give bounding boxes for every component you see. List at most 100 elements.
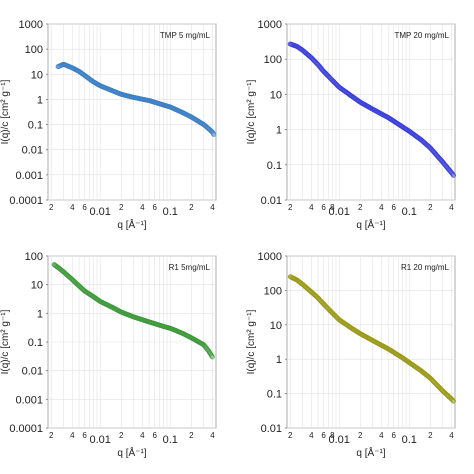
x-axis-label: q [Å⁻¹] xyxy=(356,446,385,459)
x-axis-label: q [Å⁻¹] xyxy=(117,218,146,231)
data-series xyxy=(287,41,457,178)
y-tick-label: 10 xyxy=(270,89,282,101)
data-point xyxy=(211,132,217,138)
x-tick-label: 0.1 xyxy=(163,434,178,446)
y-axis-label: I(q)/c [cm² g⁻¹] xyxy=(0,309,11,374)
x-tick-label: 6 xyxy=(82,431,87,440)
y-tick-label: 0.001 xyxy=(15,394,43,406)
y-tick-label: 10 xyxy=(31,69,43,81)
x-tick-label: 0.1 xyxy=(402,434,417,446)
y-axis-label: I(q)/c [cm² g⁻¹] xyxy=(246,309,257,374)
x-tick-label: 8 xyxy=(330,431,335,440)
x-tick-label: 0.01 xyxy=(328,206,349,218)
x-tick-label: 6 xyxy=(152,203,157,212)
x-tick-label: 0.01 xyxy=(89,434,110,446)
y-tick-label: 10 xyxy=(270,320,282,332)
y-axis-label: I(q)/c [cm² g⁻¹] xyxy=(246,79,257,144)
data-point xyxy=(450,398,456,404)
x-tick-label: 2 xyxy=(49,431,54,440)
y-tick-label: 100 xyxy=(25,44,43,56)
y-tick-label: 1000 xyxy=(19,19,43,31)
x-tick-label: 4 xyxy=(449,203,454,212)
y-tick-label: 0.1 xyxy=(267,389,282,401)
y-tick-label: 0.1 xyxy=(267,160,282,172)
x-tick-label: 2 xyxy=(49,203,54,212)
x-tick-label: 6 xyxy=(391,203,396,212)
data-point xyxy=(210,131,216,137)
x-tick-label: 2 xyxy=(288,431,293,440)
x-tick-label: 2 xyxy=(189,431,194,440)
x-tick-label: 2 xyxy=(189,203,194,212)
x-tick-label: 4 xyxy=(210,431,215,440)
y-tick-label: 1 xyxy=(37,308,43,320)
y-tick-label: 0.01 xyxy=(22,145,43,157)
data-series xyxy=(55,61,217,138)
legend-label: TMP 5 mg/mL xyxy=(160,31,211,40)
x-tick-label: 6 xyxy=(82,203,87,212)
legend-label: R1 5mg/mL xyxy=(169,263,211,272)
x-tick-label: 6 xyxy=(152,431,157,440)
data-point xyxy=(451,172,457,178)
data-point xyxy=(209,354,215,360)
y-tick-label: 1 xyxy=(276,125,282,137)
x-tick-label: 4 xyxy=(449,431,454,440)
data-series xyxy=(287,274,457,404)
x-tick-label: 0.01 xyxy=(89,206,110,218)
plot-frame xyxy=(286,23,456,201)
y-axis-label: I(q)/c [cm² g⁻¹] xyxy=(0,79,11,144)
x-tick-label: 4 xyxy=(309,431,314,440)
y-tick-label: 0.0001 xyxy=(9,423,43,435)
x-tick-label: 2 xyxy=(428,203,433,212)
x-tick-label: 4 xyxy=(379,431,384,440)
legend-label: TMP 20 mg/mL xyxy=(394,31,449,40)
y-tick-label: 0.01 xyxy=(261,423,282,435)
data-point xyxy=(449,397,455,402)
x-tick-label: 4 xyxy=(140,203,145,212)
x-tick-label: 2 xyxy=(288,203,293,212)
x-tick-label: 2 xyxy=(119,431,124,440)
x-tick-label: 0.1 xyxy=(163,206,178,218)
x-tick-label: 4 xyxy=(379,203,384,212)
x-tick-label: 6 xyxy=(391,431,396,440)
x-tick-label: 0.01 xyxy=(328,434,349,446)
x-tick-label: 2 xyxy=(428,431,433,440)
y-tick-label: 10 xyxy=(31,280,43,292)
x-tick-label: 4 xyxy=(210,203,215,212)
x-tick-label: 2 xyxy=(119,203,124,212)
data-point xyxy=(450,397,455,403)
y-tick-label: 100 xyxy=(264,285,282,297)
data-series xyxy=(51,262,215,360)
y-tick-label: 0.0001 xyxy=(9,195,43,207)
x-tick-label: 4 xyxy=(70,203,75,212)
data-point xyxy=(451,398,457,404)
y-tick-label: 0.1 xyxy=(28,337,43,349)
y-tick-label: 100 xyxy=(25,251,43,263)
data-point xyxy=(450,172,456,178)
y-tick-label: 0.01 xyxy=(261,195,282,207)
x-tick-label: 6 xyxy=(321,431,326,440)
y-tick-label: 1000 xyxy=(258,251,282,263)
data-point xyxy=(209,353,215,359)
y-tick-label: 1 xyxy=(37,94,43,106)
x-tick-label: 4 xyxy=(309,203,314,212)
legend-label: R1 20 mg/mL xyxy=(401,263,450,272)
x-axis-label: q [Å⁻¹] xyxy=(356,218,385,231)
x-tick-label: 2 xyxy=(358,431,363,440)
x-tick-label: 4 xyxy=(70,431,75,440)
x-tick-label: 0.1 xyxy=(402,206,417,218)
x-tick-label: 2 xyxy=(358,203,363,212)
y-tick-label: 1 xyxy=(276,354,282,366)
y-tick-label: 1000 xyxy=(258,19,282,31)
data-point xyxy=(450,171,455,177)
x-tick-label: 4 xyxy=(140,431,145,440)
x-axis-label: q [Å⁻¹] xyxy=(117,446,146,459)
y-tick-label: 0.1 xyxy=(28,120,43,132)
plot-frame xyxy=(47,23,217,201)
y-tick-label: 0.01 xyxy=(22,366,43,378)
x-tick-label: 6 xyxy=(321,203,326,212)
